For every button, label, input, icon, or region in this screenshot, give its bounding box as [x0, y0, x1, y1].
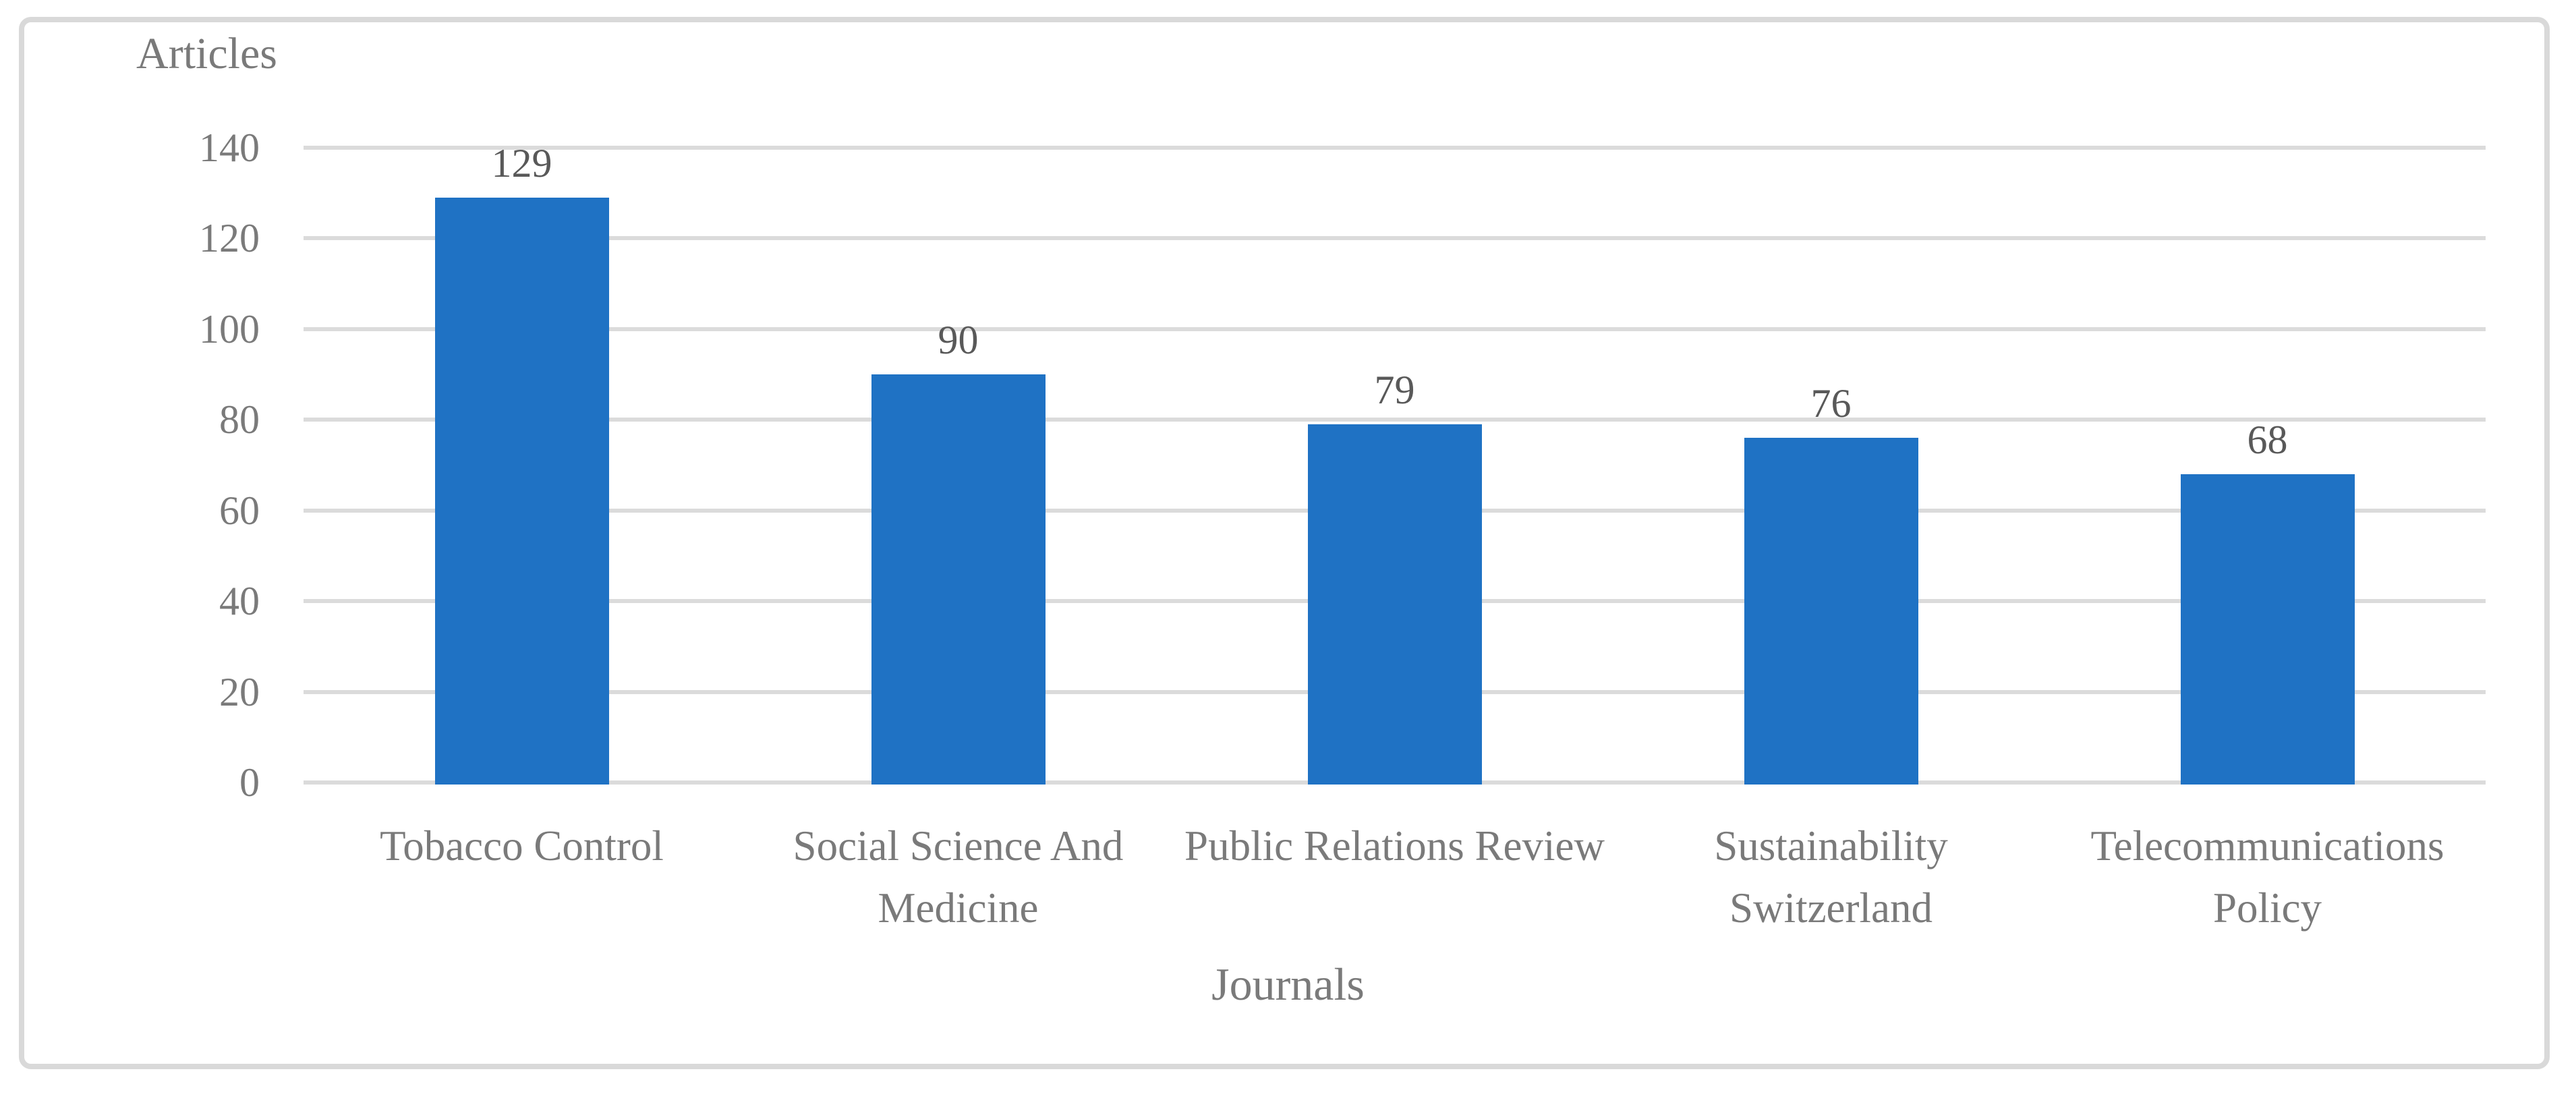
y-tick-label: 60	[219, 488, 260, 533]
y-tick-label: 100	[199, 306, 260, 351]
plot-area: 129 90 79 76 68	[304, 141, 2486, 785]
y-axis-title: Articles	[136, 29, 277, 78]
y-tick-label: 120	[199, 216, 260, 261]
bar	[871, 374, 1046, 785]
y-tick-label: 140	[199, 125, 260, 170]
category-label: Public Relations Review	[1184, 822, 1605, 870]
bar-value-label: 79	[1374, 368, 1415, 413]
y-tick-label: 80	[219, 397, 260, 443]
y-axis-tick-labels: 0 20 40 60 80 100 120 140	[0, 0, 260, 1111]
x-axis-category-labels: Tobacco Control Social Science And Medici…	[304, 815, 2486, 990]
gridline	[304, 236, 2486, 241]
bar-value-label: 90	[938, 318, 979, 363]
category-label: Social Science And Medicine	[793, 822, 1124, 932]
y-tick-label: 40	[219, 579, 260, 624]
x-axis-title: Journals	[1211, 959, 1365, 1010]
category-label: Tobacco Control	[380, 822, 664, 870]
bar	[1744, 438, 1918, 785]
bar	[2180, 474, 2355, 785]
bar	[1307, 424, 1482, 785]
y-tick-label: 20	[219, 669, 260, 714]
category-label: Sustainability Switzerland	[1714, 822, 1948, 932]
bar-value-label: 76	[1810, 381, 1852, 426]
bar	[434, 197, 609, 785]
category-label: Telecommunications Policy	[2090, 822, 2444, 932]
bar-value-label: 129	[491, 140, 552, 186]
gridline	[304, 146, 2486, 150]
gridline	[304, 326, 2486, 331]
bar-value-label: 68	[2247, 417, 2288, 462]
y-tick-label: 0	[239, 760, 260, 805]
gridline	[304, 418, 2486, 422]
